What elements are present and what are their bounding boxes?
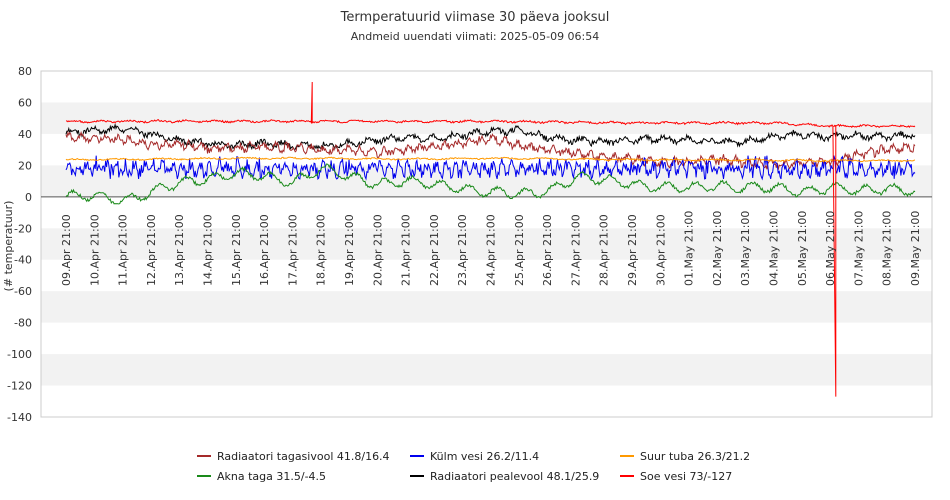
legend-label: Akna taga 31.5/-4.5 bbox=[217, 470, 326, 483]
x-tick-label: 21.Apr 21:00 bbox=[400, 214, 413, 286]
legend-label: Soe vesi 73/-127 bbox=[640, 470, 732, 483]
legend-label: Külm vesi 26.2/11.4 bbox=[430, 450, 539, 463]
x-tick-labels: 09.Apr 21:00 10.Apr 21:00 11.Apr 21:00 12.A… bbox=[60, 211, 922, 286]
x-tick-label: 04.May 21:00 bbox=[768, 211, 781, 286]
legend-label: Suur tuba 26.3/21.2 bbox=[640, 450, 750, 463]
x-tick-label: 17.Apr 21:00 bbox=[286, 214, 299, 286]
x-tick-label: 07.May 21:00 bbox=[852, 211, 865, 286]
y-tick-label: -80 bbox=[14, 317, 32, 330]
x-tick-label: 15.Apr 21:00 bbox=[230, 214, 243, 286]
legend-item[interactable]: Külm vesi 26.2/11.4 bbox=[410, 450, 539, 463]
series-line bbox=[65, 156, 916, 163]
x-tick-label: 30.Apr 21:00 bbox=[654, 214, 667, 286]
y-tick-label: 80 bbox=[18, 65, 32, 78]
x-tick-label: 20.Apr 21:00 bbox=[371, 214, 384, 286]
x-tick-label: 14.Apr 21:00 bbox=[202, 214, 215, 286]
y-tick-label: -60 bbox=[14, 285, 32, 298]
legend-item[interactable]: Soe vesi 73/-127 bbox=[620, 470, 732, 483]
x-tick-label: 16.Apr 21:00 bbox=[258, 214, 271, 286]
legend-label: Radiaatori pealevool 48.1/25.9 bbox=[430, 470, 599, 483]
x-tick-label: 02.May 21:00 bbox=[711, 211, 724, 286]
grid-bands bbox=[41, 102, 932, 386]
legend-item[interactable]: Akna taga 31.5/-4.5 bbox=[197, 470, 326, 483]
series-line bbox=[65, 163, 916, 205]
x-tick-label: 06.May 21:00 bbox=[824, 211, 837, 286]
x-tick-label: 22.Apr 21:00 bbox=[428, 214, 441, 286]
x-tick-label: 26.Apr 21:00 bbox=[541, 214, 554, 286]
y-tick-label: -140 bbox=[7, 411, 32, 424]
legend-item[interactable]: Suur tuba 26.3/21.2 bbox=[620, 450, 750, 463]
grid-band bbox=[41, 228, 932, 260]
legend-label: Radiaatori tagasivool 41.8/16.4 bbox=[217, 450, 390, 463]
legend-item[interactable]: Radiaatori tagasivool 41.8/16.4 bbox=[197, 450, 390, 463]
y-axis-label: (# temperatuur) bbox=[2, 201, 15, 292]
y-tick-labels: 80 60 40 20 0 -20 -40 -60 -80 -100 -120 -140 bbox=[7, 65, 32, 424]
x-tick-label: 29.Apr 21:00 bbox=[626, 214, 639, 286]
x-tick-label: 08.May 21:00 bbox=[881, 211, 894, 286]
y-tick-label: 0 bbox=[25, 191, 32, 204]
x-tick-label: 05.May 21:00 bbox=[796, 211, 809, 286]
y-tick-label: -120 bbox=[7, 380, 32, 393]
series-line bbox=[65, 122, 916, 151]
x-tick-label: 13.Apr 21:00 bbox=[173, 214, 186, 286]
series-line bbox=[65, 155, 916, 181]
grid-band bbox=[41, 102, 932, 134]
y-tick-label: 20 bbox=[18, 159, 32, 172]
x-tick-label: 23.Apr 21:00 bbox=[456, 214, 469, 286]
chart-subtitle: Andmeid uuendati viimati: 2025-05-09 06:… bbox=[351, 30, 600, 43]
y-tick-label: -20 bbox=[14, 222, 32, 235]
x-tick-label: 19.Apr 21:00 bbox=[343, 214, 356, 286]
x-tick-label: 25.Apr 21:00 bbox=[513, 214, 526, 286]
series-layer bbox=[65, 81, 916, 397]
x-tick-label: 28.Apr 21:00 bbox=[598, 214, 611, 286]
x-tick-label: 03.May 21:00 bbox=[739, 211, 752, 286]
series-line bbox=[65, 81, 916, 397]
grid-band bbox=[41, 354, 932, 386]
x-tick-label: 18.Apr 21:00 bbox=[315, 214, 328, 286]
y-tick-label: 40 bbox=[18, 128, 32, 141]
x-tick-label: 11.Apr 21:00 bbox=[117, 214, 130, 286]
x-tick-label: 12.Apr 21:00 bbox=[145, 214, 158, 286]
x-tick-label: 10.Apr 21:00 bbox=[88, 214, 101, 286]
x-tick-label: 09.Apr 21:00 bbox=[60, 214, 73, 286]
x-tick-label: 01.May 21:00 bbox=[683, 211, 696, 286]
y-tick-label: -100 bbox=[7, 348, 32, 361]
plot-border bbox=[40, 70, 933, 418]
y-tick-label: 60 bbox=[18, 96, 32, 109]
x-tick-label: 09.May 21:00 bbox=[909, 211, 922, 286]
grid-band bbox=[41, 291, 932, 323]
axis-layer bbox=[40, 70, 933, 418]
chart-title: Termperatuurid viimase 30 päeva jooksul bbox=[340, 10, 610, 25]
legend-item[interactable]: Radiaatori pealevool 48.1/25.9 bbox=[410, 470, 599, 483]
y-tick-label: -40 bbox=[14, 254, 32, 267]
x-tick-label: 27.Apr 21:00 bbox=[569, 214, 582, 286]
legend: Radiaatori tagasivool 41.8/16.4 Külm vesi… bbox=[197, 450, 750, 483]
series-line bbox=[65, 130, 916, 170]
x-tick-label: 24.Apr 21:00 bbox=[485, 214, 498, 286]
